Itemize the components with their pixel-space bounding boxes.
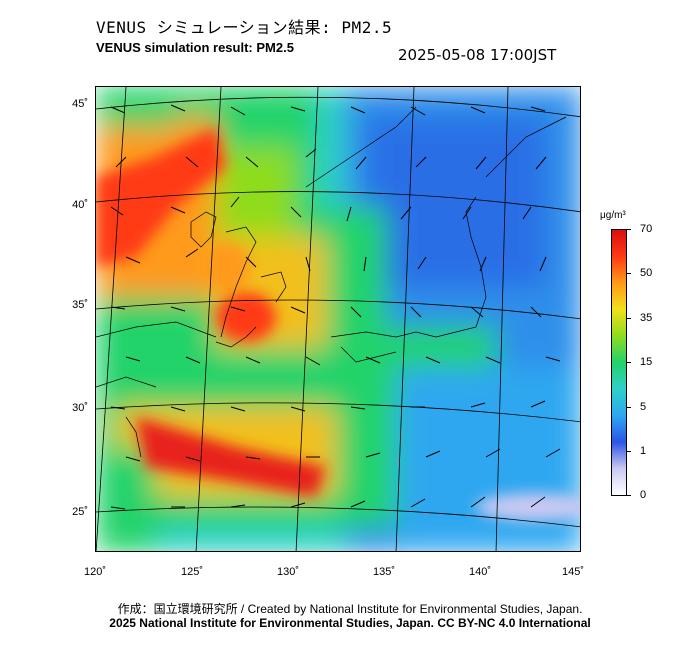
lat-label-35: 35˚ [72, 299, 88, 311]
colorbar-label-50: 50 [640, 267, 653, 279]
title-japanese: VENUS シミュレーション結果: PM2.5 [96, 18, 393, 37]
wind-arrow-row [125, 356, 561, 366]
wind-vectors [110, 104, 561, 510]
pm25-map [95, 86, 581, 552]
wind-arrow-row [110, 400, 546, 412]
colorbar-label-70: 70 [640, 223, 653, 235]
lon-label-135: 135˚ [372, 566, 396, 578]
lon-label-130: 130˚ [276, 566, 300, 578]
colorbar-tick [627, 495, 631, 496]
lon-label-120: 120˚ [83, 566, 107, 578]
colorbar-tick [627, 273, 631, 274]
colorbar-tick [627, 407, 631, 408]
wind-arrow-row [110, 196, 532, 222]
wind-arrow-row [110, 496, 546, 510]
wind-arrow-row [115, 148, 547, 170]
colorbar-tick [627, 318, 631, 319]
colorbar [611, 229, 627, 496]
colorbar-label-1: 1 [640, 445, 647, 457]
colorbar-label-5: 5 [640, 401, 647, 413]
colorbar-tick [627, 451, 631, 452]
colorbar-label-35: 35 [640, 312, 653, 324]
lon-label-145: 145˚ [561, 566, 585, 578]
copyright-line: 2025 National Institute for Environmenta… [109, 616, 591, 630]
graticule [96, 87, 580, 551]
pm25-map-svg [96, 87, 580, 551]
lat-label-25: 25˚ [72, 506, 88, 518]
wind-arrow-row [110, 306, 542, 318]
lon-label-140: 140˚ [468, 566, 492, 578]
lon-label-125: 125˚ [180, 566, 204, 578]
wind-arrow-row [125, 248, 547, 272]
colorbar-label-15: 15 [640, 356, 653, 368]
colorbar-tick [627, 229, 631, 230]
title-english: VENUS simulation result: PM2.5 [96, 40, 294, 55]
colorbar-unit: μg/m³ [600, 210, 626, 221]
wind-arrow-row [110, 104, 546, 116]
wind-arrow-row [125, 448, 561, 462]
lat-label-40: 40˚ [72, 199, 88, 211]
coastlines [96, 106, 567, 458]
forecast-datetime: 2025-05-08 17:00JST [398, 46, 557, 64]
lat-label-45: 45˚ [72, 98, 88, 110]
credit-line: 作成：国立環境研究所 / Created by National Institu… [117, 602, 583, 616]
colorbar-label-0: 0 [640, 489, 647, 501]
colorbar-tick [627, 362, 631, 363]
lat-label-30: 30˚ [72, 402, 88, 414]
high-concentration-cores [96, 127, 580, 521]
